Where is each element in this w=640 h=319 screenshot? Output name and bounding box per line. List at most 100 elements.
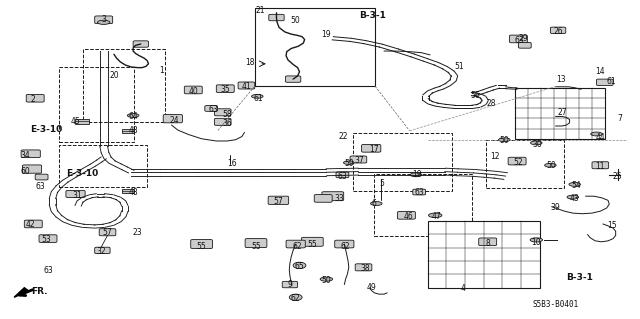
Text: 21: 21	[255, 6, 264, 15]
FancyBboxPatch shape	[397, 211, 415, 219]
Text: 41: 41	[241, 82, 252, 91]
Bar	[83, 49, 165, 122]
Ellipse shape	[429, 213, 442, 218]
Bar	[515, 88, 605, 139]
Text: 55: 55	[307, 240, 317, 249]
FancyBboxPatch shape	[95, 16, 113, 24]
Text: E-3-10: E-3-10	[66, 169, 98, 178]
Text: 4: 4	[460, 284, 465, 293]
Text: 63: 63	[515, 36, 525, 45]
Ellipse shape	[127, 114, 139, 117]
Text: 9: 9	[287, 280, 292, 289]
Text: 25: 25	[612, 172, 623, 181]
Text: 20: 20	[109, 71, 119, 80]
Text: B-3-1: B-3-1	[359, 11, 386, 20]
FancyBboxPatch shape	[39, 235, 57, 242]
Text: 52: 52	[513, 158, 524, 167]
FancyBboxPatch shape	[205, 106, 218, 111]
Text: 56: 56	[470, 91, 481, 100]
FancyBboxPatch shape	[336, 172, 349, 178]
Bar	[255, 8, 375, 86]
Text: 28: 28	[486, 99, 495, 108]
Text: 6: 6	[371, 199, 376, 208]
FancyBboxPatch shape	[362, 145, 381, 152]
Text: 48: 48	[128, 188, 138, 197]
Text: 63: 63	[337, 172, 348, 181]
Ellipse shape	[591, 132, 602, 136]
Ellipse shape	[530, 238, 543, 242]
Text: 51: 51	[454, 62, 465, 71]
FancyBboxPatch shape	[22, 165, 42, 173]
Text: 39: 39	[550, 204, 561, 212]
Text: 44: 44	[595, 133, 605, 142]
Text: 16: 16	[227, 159, 237, 168]
Circle shape	[293, 262, 306, 269]
Text: 57: 57	[102, 228, 113, 237]
FancyBboxPatch shape	[66, 190, 85, 197]
Text: 19: 19	[321, 30, 332, 39]
Text: 55: 55	[251, 242, 261, 251]
Text: 60: 60	[20, 167, 31, 176]
FancyBboxPatch shape	[95, 247, 110, 254]
Text: 50: 50	[291, 16, 301, 25]
Text: 30: 30	[532, 140, 543, 149]
FancyBboxPatch shape	[322, 192, 344, 201]
FancyBboxPatch shape	[301, 237, 323, 246]
FancyBboxPatch shape	[285, 76, 301, 82]
FancyBboxPatch shape	[214, 109, 231, 116]
Ellipse shape	[499, 138, 510, 142]
Text: 14: 14	[595, 67, 605, 76]
Text: 22: 22	[339, 132, 348, 141]
Text: B-3-1: B-3-1	[566, 273, 593, 282]
FancyBboxPatch shape	[314, 195, 332, 202]
Bar	[374, 174, 472, 236]
Text: 64: 64	[128, 112, 138, 121]
FancyBboxPatch shape	[286, 240, 305, 248]
Text: 2: 2	[31, 95, 36, 104]
Text: 11: 11	[596, 162, 605, 171]
Text: 45: 45	[70, 117, 81, 126]
Text: 42: 42	[26, 220, 36, 229]
FancyBboxPatch shape	[509, 35, 527, 43]
Text: 5: 5	[380, 179, 385, 188]
Text: 62: 62	[292, 242, 303, 251]
Text: 18: 18	[245, 58, 254, 67]
Text: 27: 27	[557, 108, 567, 117]
Ellipse shape	[320, 277, 333, 281]
Text: FR.: FR.	[31, 287, 48, 296]
Ellipse shape	[531, 141, 542, 145]
Text: 63: 63	[35, 182, 45, 191]
Text: 46: 46	[403, 212, 413, 221]
Text: 34: 34	[20, 151, 31, 160]
Text: 63: 63	[43, 266, 53, 275]
FancyBboxPatch shape	[592, 162, 609, 169]
Text: 8: 8	[485, 239, 490, 248]
Ellipse shape	[371, 202, 382, 205]
Text: 61: 61	[253, 94, 263, 103]
FancyBboxPatch shape	[191, 240, 212, 249]
Text: 55: 55	[196, 242, 207, 251]
FancyBboxPatch shape	[479, 238, 497, 246]
Text: 57: 57	[273, 197, 284, 206]
FancyBboxPatch shape	[350, 156, 367, 163]
Bar	[428, 221, 540, 288]
FancyBboxPatch shape	[518, 42, 531, 48]
FancyBboxPatch shape	[413, 189, 426, 195]
Text: S5B3-B0401: S5B3-B0401	[532, 300, 579, 309]
FancyBboxPatch shape	[184, 86, 202, 94]
Ellipse shape	[252, 94, 263, 98]
Text: 36: 36	[222, 119, 232, 128]
Text: 48: 48	[128, 126, 138, 135]
Text: 13: 13	[556, 75, 566, 84]
Text: 54: 54	[571, 181, 581, 190]
FancyBboxPatch shape	[99, 229, 116, 236]
Text: 53: 53	[42, 235, 52, 244]
Text: 62: 62	[291, 294, 301, 303]
Text: 1: 1	[159, 66, 164, 75]
Text: 12: 12	[490, 152, 499, 161]
FancyBboxPatch shape	[21, 150, 40, 158]
Text: 63: 63	[414, 189, 424, 197]
Text: 61: 61	[606, 77, 616, 86]
Ellipse shape	[567, 195, 579, 199]
Text: 50: 50	[547, 161, 557, 170]
